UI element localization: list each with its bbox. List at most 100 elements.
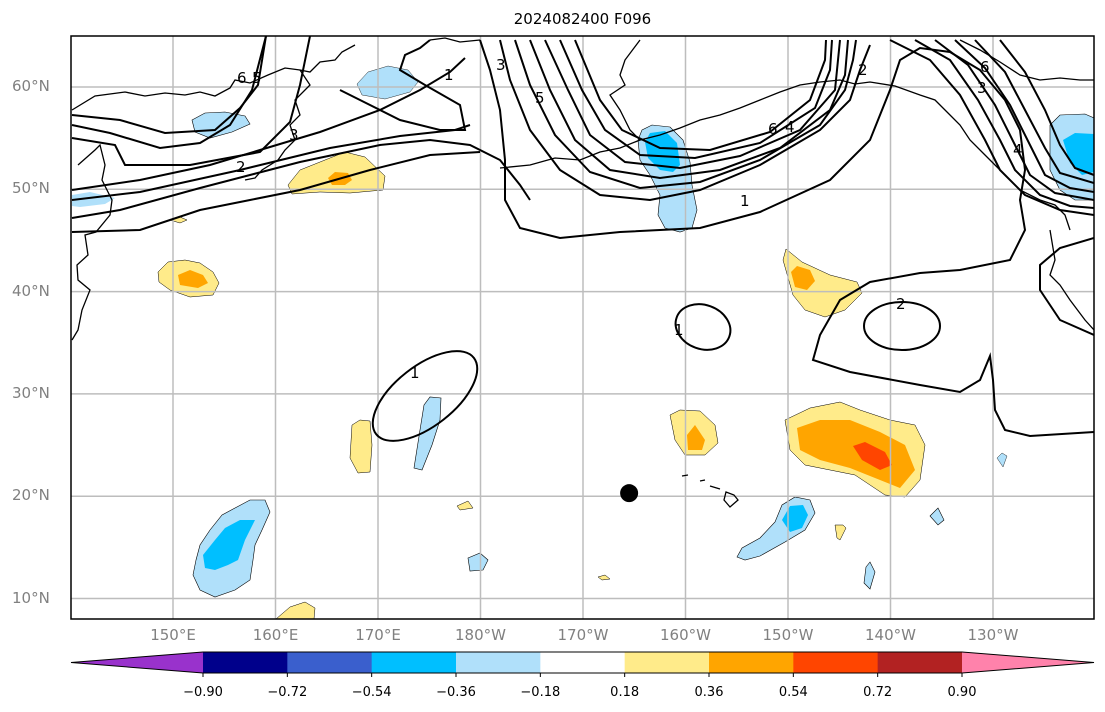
contour-line [71, 36, 267, 150]
contour-label: 3 [496, 56, 506, 74]
latitude-tick-label: 30°N [12, 383, 50, 402]
positive-anomaly-region [275, 601, 316, 619]
positive-anomaly-core [178, 270, 208, 288]
positive-anomaly-core [797, 420, 915, 488]
contour-closed-1 [674, 303, 732, 351]
colorbar-tick-label: −0.90 [183, 685, 223, 700]
longitude-tick-label: 130°W [967, 626, 1019, 644]
contour-line [889, 39, 1094, 216]
contour-line [71, 36, 267, 135]
contour-line [954, 39, 1094, 193]
contour-line-1 [71, 151, 481, 233]
colorbar-tick-label: −0.54 [351, 685, 392, 700]
colorbar-bin [540, 652, 626, 673]
contour-line [71, 138, 531, 219]
colorbar-bin [287, 652, 373, 673]
latitude-tick-label: 20°N [12, 486, 50, 505]
coastline-na-west [1049, 229, 1094, 331]
colorbar-bin [624, 652, 710, 673]
positive-anomaly-core [791, 266, 815, 290]
contour-line [974, 39, 1094, 184]
positive-anomaly-core [687, 425, 705, 450]
contour-label: 1 [674, 321, 684, 339]
coastline-japan-sakhalin [71, 143, 113, 341]
contour-labels: 6 5 2 3 1 3 5 6 4 1 2 6 3 4 2 1 1 [236, 56, 1023, 382]
contour-line [71, 36, 311, 166]
longitude-tick-label: 170°E [355, 626, 401, 644]
colorbar-tick-label: 0.72 [863, 685, 893, 700]
latitude-tick-label: 40°N [12, 281, 50, 300]
contour-line [914, 39, 1094, 209]
positive-anomaly-region [782, 248, 863, 318]
contour-label: 2 [896, 295, 906, 313]
coastline-kamchatka-siberia [71, 44, 356, 111]
colorbar-tick-label: −0.36 [436, 685, 476, 700]
colorbar-bin [456, 652, 541, 673]
negative-anomaly-region [863, 561, 876, 590]
contour-line-1 [339, 39, 467, 131]
contour-line-1-outer [479, 39, 1094, 438]
contour-label: 5 [535, 89, 545, 107]
contour-line [1039, 237, 1094, 336]
longitude-tick-label: 140°W [865, 626, 916, 644]
coastline-canada [959, 39, 1094, 81]
positive-anomaly-peak [853, 442, 892, 470]
colorbar-tick-label: −0.18 [520, 685, 561, 700]
colorbar-tick-label: 0.90 [947, 685, 977, 700]
contour-line [934, 39, 1094, 201]
colorbar [70, 651, 1095, 677]
contour-label: 1 [410, 364, 420, 382]
hawaii-islands [681, 474, 739, 508]
contour-line [71, 57, 466, 191]
colorbar-tick-label: 0.18 [610, 685, 640, 700]
contour-closed-2 [863, 301, 941, 351]
negative-anomaly-region [413, 396, 442, 471]
contour-label: 6 [237, 69, 247, 87]
latitude-tick-label: 60°N [12, 77, 50, 95]
colorbar-bin [793, 652, 879, 673]
colorbar-extend-min [71, 652, 203, 673]
colorbar-tick-label: −0.72 [267, 685, 308, 700]
coastline-alaska [609, 39, 1071, 231]
negative-anomaly-core [645, 131, 680, 172]
contour-label: 3 [977, 79, 987, 97]
negative-anomaly-core [1063, 133, 1094, 175]
negative-anomaly-region [996, 452, 1008, 468]
positive-anomaly-region [456, 500, 474, 511]
contour-label: 6 [768, 120, 778, 138]
negative-anomaly-region [929, 507, 945, 526]
colorbar-bin [877, 652, 963, 673]
longitude-tick-label: 180°W [455, 626, 506, 644]
latitude-tick-label: 50°N [12, 179, 50, 198]
contour-label: 4 [785, 118, 795, 136]
colorbar-bin [371, 652, 457, 673]
contour-label: 1 [444, 66, 454, 84]
contour-label: 4 [1013, 141, 1023, 159]
contour-label: 2 [858, 61, 868, 79]
coastline-alaska-west [429, 37, 481, 43]
contour-line [499, 39, 871, 202]
longitude-tick-label: 150°W [762, 626, 814, 644]
contour-line [999, 39, 1094, 176]
contour-line [544, 39, 841, 170]
map-frame [70, 35, 1095, 620]
contour-line [559, 39, 833, 160]
longitude-tick-label: 160°E [252, 626, 299, 644]
contour-line [514, 39, 857, 190]
negative-anomaly-region [356, 65, 419, 100]
map-title: 2024082400 F096 [513, 10, 652, 28]
colorbar-tick-label: 0.54 [778, 685, 808, 700]
colorbar-bin [203, 652, 288, 673]
contour-label: 1 [740, 192, 750, 210]
colorbar-tick-label: 0.36 [694, 685, 724, 700]
negative-anomaly-core [203, 520, 255, 570]
longitude-tick-label: 160°W [660, 626, 711, 644]
contour-label: 6 [980, 58, 990, 76]
negative-anomaly-region [467, 552, 489, 572]
contour-label: 2 [236, 158, 246, 176]
positive-anomaly-region [597, 574, 611, 581]
contour-line [574, 39, 827, 152]
colorbar-extend-max [962, 652, 1094, 673]
longitude-tick-label: 170°W [557, 626, 609, 644]
